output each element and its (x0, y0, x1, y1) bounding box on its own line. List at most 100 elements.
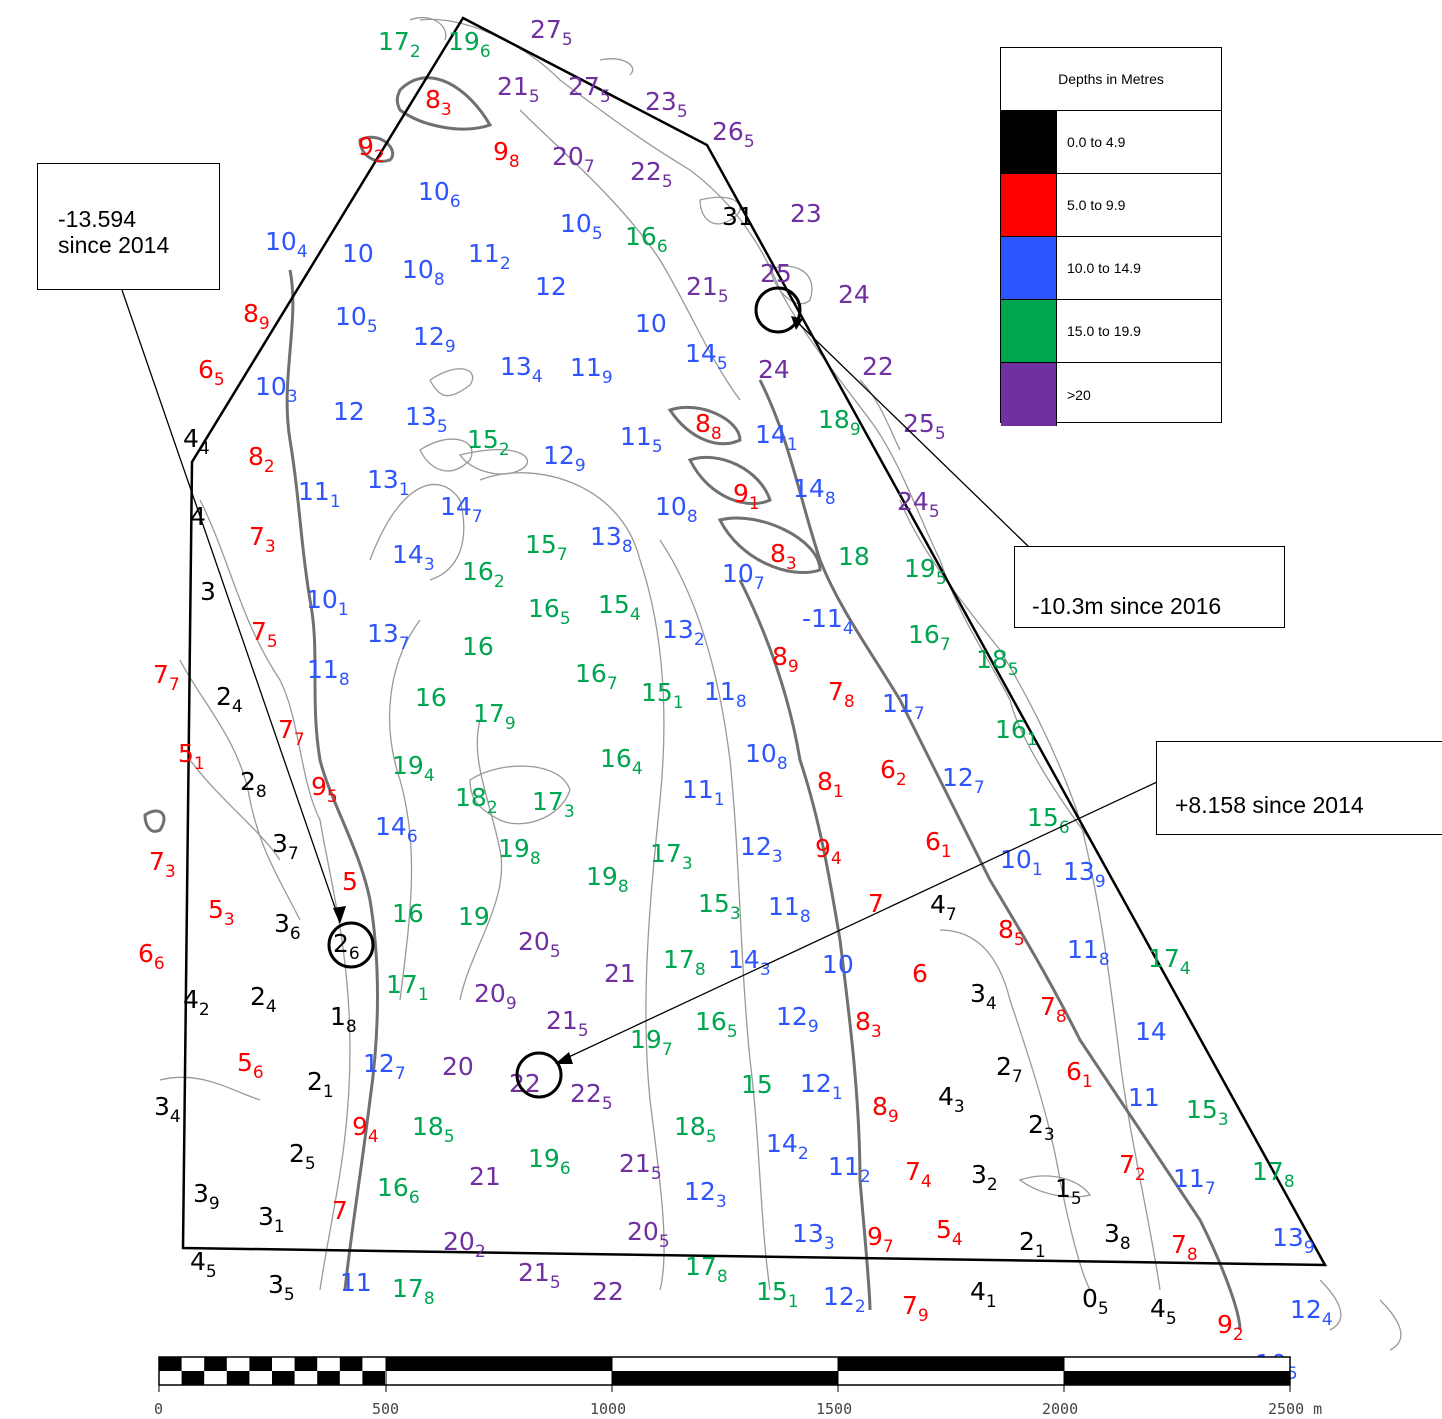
callout-west-line2: since 2014 (58, 232, 170, 259)
legend-row-2: 10.0 to 14.9 (1001, 237, 1221, 300)
depth-sounding: 73 (249, 522, 276, 557)
scale-bar-checker-cell (362, 1371, 385, 1385)
depth-sounding: 21 (1019, 1227, 1046, 1262)
depth-sounding: 14 (1135, 1017, 1167, 1046)
depth-sounding: 38 (1104, 1219, 1131, 1254)
scale-label-2000: 2000 (1042, 1400, 1078, 1418)
depth-sounding: 198 (498, 834, 541, 869)
legend-label: 5.0 to 9.9 (1067, 197, 1126, 213)
depth-sounding: 42 (183, 985, 210, 1020)
depth-sounding: 44 (183, 424, 210, 459)
depth-sounding: 34 (154, 1092, 181, 1127)
depth-sounding: 127 (942, 763, 985, 798)
depth-sounding: 23 (790, 199, 822, 228)
depth-sounding: 72 (1119, 1150, 1146, 1185)
depth-legend: Depths in Metres 0.0 to 4.9 5.0 to 9.9 1… (1000, 47, 1222, 426)
depth-sounding: 101 (306, 585, 349, 620)
callout-east-line1: +8.158 since 2014 (1175, 792, 1364, 818)
depth-sounding: 225 (570, 1079, 613, 1114)
depth-sounding: 26 (333, 929, 360, 964)
depth-sounding: 205 (627, 1217, 670, 1252)
survey-boundary (181, 16, 1328, 1267)
depth-sounding: 185 (674, 1112, 717, 1147)
depth-sounding: 19 (458, 902, 490, 931)
depth-sounding: 171 (386, 970, 429, 1005)
depth-sounding: 197 (630, 1025, 673, 1060)
depth-sounding: 15 (741, 1070, 773, 1099)
legend-swatch-purple (1001, 363, 1057, 426)
depth-sounding: 129 (776, 1002, 819, 1037)
depth-sounding: 21 (604, 959, 636, 988)
legend-title: Depths in Metres (1001, 48, 1221, 111)
depth-sounding: 73 (149, 847, 176, 882)
depth-sounding: 178 (392, 1274, 435, 1309)
legend-row-0: 0.0 to 4.9 (1001, 111, 1221, 174)
depth-sounding: 61 (925, 827, 952, 862)
depth-sounding: 111 (682, 775, 725, 810)
highlight-circle-east (515, 1051, 563, 1099)
depth-sounding: 153 (698, 889, 741, 924)
depth-sounding: 196 (528, 1144, 571, 1179)
depth-sounding: 77 (278, 715, 305, 750)
depth-sounding: 196 (448, 27, 491, 62)
scale-label-1000: 1000 (590, 1400, 626, 1418)
scale-label-2500: 2500 m (1268, 1400, 1322, 1418)
depth-sounding: 54 (936, 1215, 963, 1250)
scale-bar-checker-cell (339, 1357, 363, 1371)
depth-sounding: 182 (455, 783, 498, 818)
depth-sounding: 225 (630, 157, 673, 192)
depth-sounding: 78 (1040, 992, 1067, 1027)
depth-sounding: 10 (822, 950, 854, 979)
legend-swatch-black (1001, 111, 1057, 173)
depth-sounding: 21 (307, 1067, 334, 1102)
depth-sounding: 7 (868, 889, 884, 918)
depth-sounding: 112 (468, 239, 511, 274)
depth-sounding: 118 (768, 892, 811, 927)
legend-swatch-green (1001, 300, 1057, 362)
depth-sounding: 111 (298, 477, 341, 512)
callout-west: -13.594 since 2014 (37, 163, 220, 290)
depth-sounding: 7 (332, 1196, 348, 1225)
depth-sounding: 10 (635, 309, 667, 338)
depth-sounding: 35 (268, 1270, 295, 1305)
depth-sounding: 103 (255, 372, 298, 407)
depth-sounding: 165 (528, 594, 571, 629)
depth-sounding: 105 (335, 302, 378, 337)
depth-sounding: 235 (645, 87, 688, 122)
depth-sounding: 78 (828, 677, 855, 712)
depth-sounding: 82 (248, 442, 275, 477)
depth-sounding: 91 (733, 479, 760, 514)
legend-row-4: >20 (1001, 363, 1221, 426)
depth-sounding: 205 (518, 927, 561, 962)
depth-sounding: 166 (625, 222, 668, 257)
legend-label: 15.0 to 19.9 (1067, 323, 1141, 339)
depth-sounding: 117 (1173, 1164, 1216, 1199)
depth-sounding: 165 (695, 1007, 738, 1042)
depth-sounding: 185 (412, 1112, 455, 1147)
depth-sounding: 161 (995, 715, 1038, 750)
depth-sounding: 173 (532, 787, 575, 822)
depth-sounding: 138 (590, 522, 633, 557)
depth-sounding: 11 (1128, 1083, 1160, 1112)
depth-sounding: 118 (1067, 935, 1110, 970)
depth-sounding: 47 (930, 890, 957, 925)
depth-sounding: 132 (662, 615, 705, 650)
depth-sounding: 32 (971, 1160, 998, 1195)
contour-lines (159, 16, 1402, 1351)
depth-sounding: 24 (216, 682, 243, 717)
depth-sounding: 37 (272, 829, 299, 864)
depth-sounding: 104 (265, 227, 308, 262)
depth-sounding: 179 (473, 699, 516, 734)
depth-sounding: 173 (650, 839, 693, 874)
depth-sounding: 137 (367, 619, 410, 654)
depth-sounding: 112 (828, 1152, 871, 1187)
scale-bar-checker-cell (249, 1357, 272, 1371)
depth-sounding: 105 (560, 209, 603, 244)
scale-bar-checker-cell (272, 1371, 295, 1385)
depth-sounding: 98 (493, 137, 520, 172)
depth-sounding: 24 (758, 355, 790, 384)
legend-swatch-red (1001, 174, 1057, 236)
depth-sounding: 151 (641, 678, 684, 713)
depth-sounding: 92 (358, 132, 385, 167)
